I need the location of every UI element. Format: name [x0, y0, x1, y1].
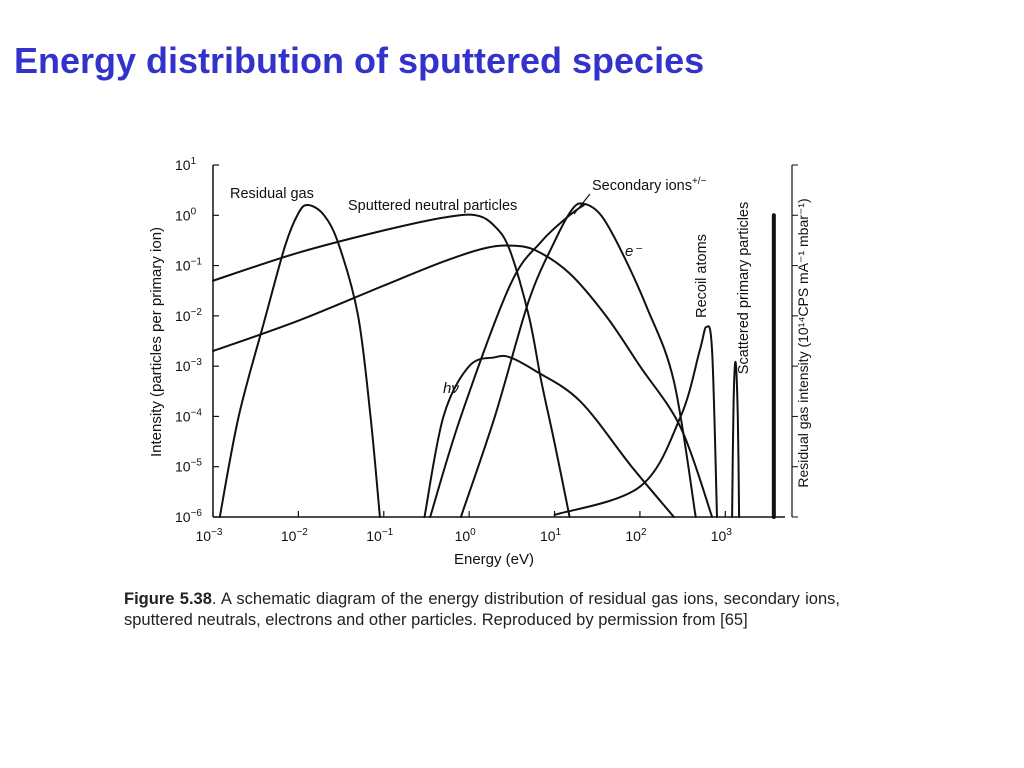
series-residual-gas	[218, 203, 381, 518]
label-secondary-ions-charge: +/−	[692, 176, 707, 187]
series-scattered-primary-particles	[731, 361, 741, 518]
figure-caption: Figure 5.38. A schematic diagram of the …	[124, 589, 840, 631]
x-tick-label: 101	[540, 527, 562, 544]
series-e	[429, 204, 585, 518]
plot-frame	[212, 165, 793, 518]
y2-axis-label: Residual gas intensity (10¹⁴CPS mA⁻¹ mba…	[795, 198, 811, 487]
figure-label: Figure 5.38	[124, 590, 212, 608]
y-axis-label: Intensity (particles per primary ion)	[148, 227, 165, 457]
y-tick-label: 10−5	[175, 458, 202, 475]
series-unlabeled-2	[212, 244, 714, 518]
axis-ticks: 10−3 10−2 10−1 100 101 102 103 101 100 10−1 10−2 10…	[175, 156, 798, 544]
series-h	[423, 354, 675, 518]
label-residual-gas: Residual gas	[230, 186, 314, 202]
x-tick-label: 10−1	[366, 527, 393, 544]
x-tick-label: 100	[455, 527, 477, 544]
series-sputtered-neutral-particles	[212, 213, 571, 518]
label-electron: e⁻	[625, 243, 642, 260]
label-secondary-ions: Secondary ions+/−	[592, 176, 707, 194]
label-secondary-ions-text: Secondary ions	[592, 178, 692, 194]
label-scattered-primary-particles: Scattered primary particles	[736, 202, 752, 374]
y-tick-label: 10−1	[175, 257, 202, 274]
x-tick-label: 10−2	[281, 527, 308, 544]
label-sputtered-neutral-particles: Sputtered neutral particles	[348, 198, 517, 214]
y-tick-label: 100	[175, 206, 197, 223]
y-tick-label: 10−2	[175, 307, 202, 324]
x-tick-label: 102	[625, 527, 647, 544]
series-recoil-atoms	[553, 325, 718, 518]
label-photon: hν	[443, 380, 459, 397]
secondary-ions-leader-line	[573, 193, 591, 215]
series-lines	[212, 193, 776, 519]
x-tick-label: 10−3	[196, 527, 223, 544]
caption-text: . A schematic diagram of the energy dist…	[124, 590, 840, 629]
x-tick-label: 103	[711, 527, 733, 544]
page-title: Energy distribution of sputtered species	[14, 40, 705, 81]
y-tick-label: 101	[175, 156, 197, 173]
series-secondary-ions	[459, 202, 697, 518]
y-tick-label: 10−6	[175, 508, 202, 525]
y-tick-label: 10−3	[175, 357, 202, 374]
label-recoil-atoms: Recoil atoms	[694, 234, 710, 318]
x-axis-label: Energy (eV)	[454, 551, 534, 568]
y-tick-label: 10−4	[175, 407, 202, 424]
